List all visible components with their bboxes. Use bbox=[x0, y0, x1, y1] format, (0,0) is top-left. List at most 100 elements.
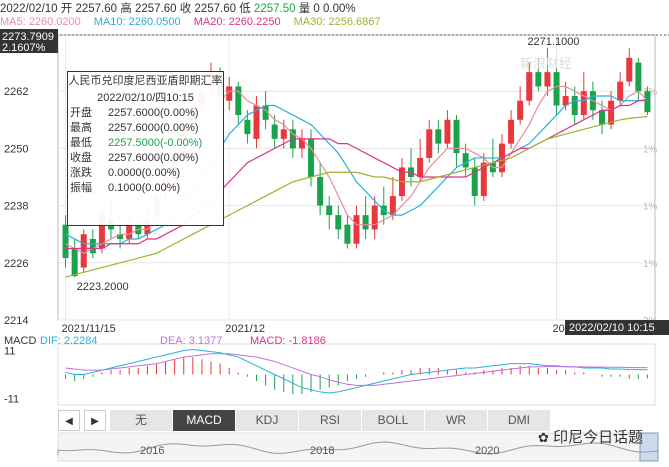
y-tick-label: 2214 bbox=[4, 315, 28, 327]
watermark-text: 印尼今日话题 bbox=[553, 429, 644, 446]
candle-body bbox=[226, 86, 233, 101]
tooltip-key: 涨跌 bbox=[70, 167, 92, 179]
header-vol: 0 bbox=[313, 3, 320, 15]
navigator-line bbox=[57, 441, 659, 455]
wechat-icon: ✿ bbox=[538, 430, 549, 445]
candle-body bbox=[253, 105, 260, 139]
dea-line bbox=[65, 353, 648, 386]
candle-body bbox=[435, 129, 442, 144]
candle-body bbox=[635, 62, 642, 92]
tooltip-key: 振幅 bbox=[70, 182, 92, 194]
candle-body bbox=[298, 138, 305, 149]
pct-tick-label: 1% bbox=[643, 202, 658, 213]
header-pct: 0.00% bbox=[323, 3, 356, 15]
candle-body bbox=[444, 119, 451, 144]
ma30-line bbox=[65, 115, 648, 278]
macd-dif-label: DIF: 2.2284 bbox=[40, 335, 97, 347]
macd-tick-label: 11 bbox=[4, 346, 15, 358]
candle-body bbox=[580, 91, 587, 116]
tooltip-time: 2022/02/10/四10:15 bbox=[97, 92, 194, 104]
y-tick-label: 2262 bbox=[4, 86, 28, 98]
tab-macd[interactable]: MACD bbox=[173, 410, 236, 431]
candle-body bbox=[244, 119, 251, 135]
tab-wr[interactable]: WR bbox=[425, 410, 488, 431]
tooltip-title: 人民币兑印度尼西亚盾即期汇率 bbox=[68, 75, 223, 87]
macd-label: MACD bbox=[4, 335, 36, 347]
tooltip-value: 2257.6000(0.00%) bbox=[108, 122, 199, 134]
tab-dmi[interactable]: DMI bbox=[488, 410, 551, 431]
tooltip-row: 最高 2257.6000(0.00%) bbox=[68, 121, 223, 136]
tooltip-key: 收盘 bbox=[70, 152, 92, 164]
candle-body bbox=[80, 234, 87, 268]
tooltip-value: 2257.5000(-0.00%) bbox=[108, 137, 203, 149]
macd-dea-label: DEA: 3.1377 bbox=[160, 335, 222, 347]
macd-tick-label: -11 bbox=[4, 393, 19, 405]
tab-none[interactable]: 无 bbox=[110, 410, 173, 431]
candle-body bbox=[626, 57, 633, 82]
candle-body bbox=[389, 196, 396, 216]
header-close-label: 收 bbox=[179, 3, 192, 15]
ma10-line bbox=[65, 95, 648, 245]
candle-body bbox=[62, 224, 69, 259]
header-low-label: 低 bbox=[239, 3, 251, 15]
ma-legend: MA5: 2260.0200 MA10: 2260.0500 MA20: 226… bbox=[0, 16, 669, 28]
tooltip-value: 2257.6000(0.00%) bbox=[108, 152, 199, 164]
indicator-tabs: ◀ ▶ 无 MACD KDJ RSI BOLL WR DMI bbox=[58, 410, 551, 432]
candle-body bbox=[335, 215, 342, 230]
tab-boll[interactable]: BOLL bbox=[362, 410, 425, 431]
next-arrow-icon[interactable]: ▶ bbox=[84, 410, 106, 431]
tooltip-key: 开盘 bbox=[70, 107, 92, 119]
tooltip-row: 收盘 2257.6000(0.00%) bbox=[68, 151, 223, 166]
candle-body bbox=[544, 72, 551, 87]
prev-arrow-icon[interactable]: ◀ bbox=[58, 410, 80, 431]
candle-body bbox=[553, 72, 560, 106]
tooltip-row: 最低 2257.5000(-0.00%) bbox=[68, 136, 223, 151]
candle-body bbox=[598, 110, 605, 125]
low-mark-label: 2223.2000 bbox=[77, 281, 129, 293]
header-open: 2257.60 bbox=[75, 3, 118, 15]
tooltip-key: 最低 bbox=[70, 137, 92, 149]
ma5-legend: MA5: 2260.0200 bbox=[0, 16, 81, 28]
header-close: 2257.60 bbox=[194, 3, 237, 15]
candle-body bbox=[280, 129, 287, 139]
pct-tick-label: 1% bbox=[643, 259, 658, 270]
tab-rsi[interactable]: RSI bbox=[299, 410, 362, 431]
cursor-time-box bbox=[565, 320, 669, 335]
pct-tick-label: 1% bbox=[643, 144, 658, 155]
candle-body bbox=[362, 215, 369, 230]
tooltip-row: 振幅 0.1000(0.00%) bbox=[68, 181, 223, 196]
macd-frame bbox=[57, 343, 656, 406]
candle-body bbox=[535, 72, 542, 87]
tab-kdj[interactable]: KDJ bbox=[236, 410, 299, 431]
tooltip-row: 涨跌 0.0000(0.00%) bbox=[68, 166, 223, 181]
candle-body bbox=[417, 157, 424, 177]
top-pct-label: 2.1607% bbox=[2, 42, 46, 54]
y-tick-label: 2226 bbox=[4, 258, 28, 270]
candle-body bbox=[426, 129, 433, 158]
x-tick-label: 2021/11/15 bbox=[62, 323, 116, 335]
tooltip-row: 开盘 2257.6000(0.00%) bbox=[68, 106, 223, 121]
candle-body bbox=[526, 72, 533, 101]
candle-body bbox=[608, 100, 615, 125]
candle-body bbox=[262, 105, 269, 120]
ma20-legend: MA20: 2260.2250 bbox=[193, 16, 281, 28]
header-open-label: 开 bbox=[60, 3, 73, 15]
candle-body bbox=[326, 205, 333, 216]
candle-body bbox=[571, 95, 578, 116]
watermark: ✿ 印尼今日话题 bbox=[538, 426, 643, 447]
candle-body bbox=[117, 234, 124, 239]
top-price-label: 2273.7909 bbox=[2, 31, 54, 43]
navigator-year-label: 2016 bbox=[140, 445, 164, 457]
candle-body bbox=[271, 124, 278, 139]
ma30-legend: MA30: 2256.6867 bbox=[293, 16, 381, 28]
candle-body bbox=[453, 119, 460, 154]
candle-body bbox=[126, 224, 133, 239]
dif-line bbox=[65, 348, 648, 394]
candle-body bbox=[508, 119, 515, 144]
candle-body bbox=[308, 138, 315, 177]
cursor-time-label: 2022/02/10 10:15 bbox=[569, 322, 655, 334]
price-header: 2022/02/10 开 2257.60 高 2257.60 收 2257.60… bbox=[0, 0, 669, 16]
header-vol-label: 量 bbox=[298, 3, 311, 15]
ma10-legend: MA10: 2260.0500 bbox=[93, 16, 181, 28]
